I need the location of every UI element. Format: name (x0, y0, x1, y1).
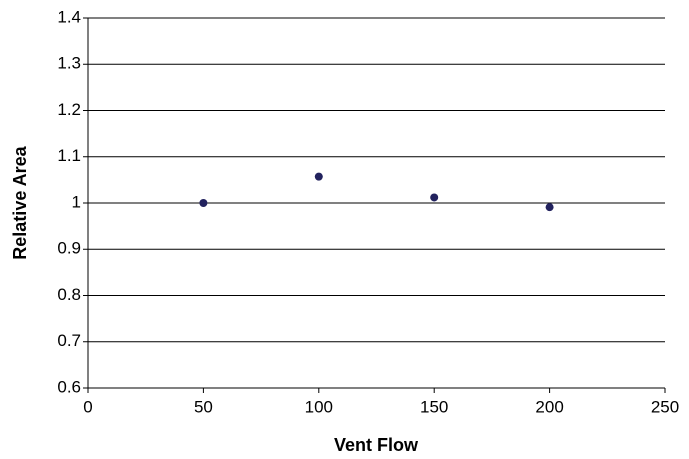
y-tick-label: 0.7 (57, 331, 81, 350)
point (430, 193, 439, 202)
y-tick-label: 0.9 (57, 239, 81, 258)
y-tick-label: 0.6 (57, 377, 81, 396)
y-tick-label: 1.2 (57, 100, 81, 119)
x-tick-label: 100 (305, 397, 333, 416)
point (545, 203, 554, 212)
x-axis-title: Vent Flow (334, 435, 419, 455)
y-tick-label: 0.8 (57, 285, 81, 304)
y-tick-label: 1.3 (57, 54, 81, 73)
x-tick-label: 150 (420, 397, 448, 416)
y-axis-title: Relative Area (10, 145, 30, 259)
point (314, 172, 323, 181)
x-tick-label: 200 (535, 397, 563, 416)
x-tick-label: 50 (194, 397, 213, 416)
point (199, 199, 208, 207)
y-tick-label: 1.4 (57, 7, 81, 26)
y-tick-label: 1.1 (57, 146, 81, 165)
y-tick-label: 1 (72, 192, 81, 211)
x-tick-label: 0 (83, 397, 92, 416)
x-tick-label: 250 (651, 397, 679, 416)
